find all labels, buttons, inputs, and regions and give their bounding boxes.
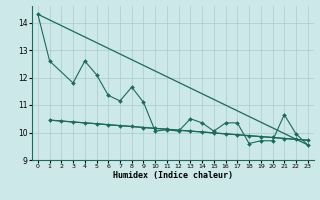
X-axis label: Humidex (Indice chaleur): Humidex (Indice chaleur) [113, 171, 233, 180]
